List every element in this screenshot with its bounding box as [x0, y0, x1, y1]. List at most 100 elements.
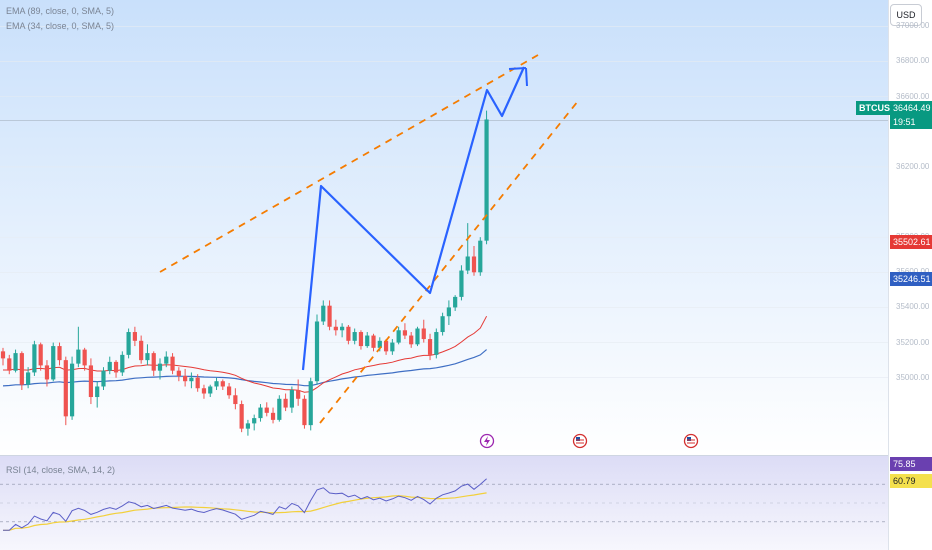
candle-body — [358, 332, 364, 347]
candle-body — [139, 340, 144, 361]
candle-body — [434, 332, 439, 355]
candle-body — [126, 332, 131, 355]
candle-body — [365, 335, 370, 347]
candle-body — [302, 398, 307, 426]
grid-lines — [0, 26, 888, 379]
candle-body — [7, 358, 12, 371]
candle-body — [26, 372, 31, 385]
candle-body — [132, 332, 137, 341]
candle-body — [446, 307, 451, 317]
candle-body — [258, 407, 263, 419]
event-markers[interactable] — [479, 433, 699, 449]
candle-body — [239, 404, 244, 429]
candle-body — [352, 332, 357, 341]
candle-body — [176, 370, 181, 376]
rsi-ma-tag: 60.79 — [890, 474, 932, 488]
us-flag-event-icon[interactable] — [572, 433, 588, 449]
price-axis-tick: 36600.00 — [896, 91, 930, 101]
drawings — [159, 54, 579, 424]
price-pane-background — [0, 0, 888, 455]
candle-body — [283, 398, 288, 408]
price-axis-tick: 35000.00 — [896, 372, 930, 382]
candle-body — [220, 381, 225, 387]
candle-body — [63, 360, 68, 417]
ema-slow-tag: 35246.51 — [890, 272, 932, 286]
candle-body — [151, 353, 156, 371]
candles — [0, 110, 489, 436]
candle-body — [459, 270, 464, 297]
candle-body — [183, 375, 188, 382]
candle-body — [38, 344, 43, 366]
candle-body — [371, 335, 376, 348]
price-axis-tick: 36800.00 — [896, 56, 930, 66]
candle-body — [226, 386, 232, 396]
candle-body — [57, 346, 62, 361]
candle-body — [51, 346, 56, 380]
candle-body — [82, 349, 87, 366]
candle-body — [314, 321, 320, 382]
last-price-tag: 36464.49 — [890, 101, 932, 115]
ema-fast-line — [3, 315, 488, 393]
candle-body — [113, 361, 119, 373]
candle-body — [383, 340, 389, 352]
candle-body — [402, 330, 408, 336]
candle-body — [76, 349, 81, 364]
arrow-head-left — [508, 67, 527, 70]
symbol-tag: BTCUSD — [856, 101, 900, 115]
countdown-tag: 19:51 — [890, 115, 932, 129]
candle-body — [333, 326, 338, 331]
candle-body — [277, 398, 282, 420]
candle-body — [95, 386, 100, 398]
rsi-ma-line — [3, 492, 487, 531]
candle-body — [101, 370, 106, 387]
price-axis-tick: 37000.00 — [896, 21, 930, 31]
candle-body — [88, 365, 94, 398]
candle-body — [478, 240, 483, 273]
candle-body — [415, 328, 420, 345]
candle-body — [327, 305, 332, 327]
ema34-legend[interactable]: EMA (34, close, 0, SMA, 5) — [6, 21, 115, 31]
candle-body — [189, 377, 194, 382]
candle-body — [296, 390, 301, 399]
candle-body — [164, 356, 169, 364]
flag-canton — [576, 437, 580, 441]
dividend-event-icon[interactable] — [479, 433, 495, 449]
candle-body — [289, 390, 294, 408]
candle-body — [0, 351, 6, 359]
zigzag-projection — [301, 66, 526, 371]
us-flag-event-icon[interactable] — [683, 433, 699, 449]
candle-body — [421, 328, 426, 340]
candle-body — [390, 342, 395, 352]
candle-body — [214, 381, 219, 387]
candle-body — [19, 353, 24, 385]
currency-button[interactable]: USD — [890, 4, 922, 26]
candle-body — [69, 363, 75, 417]
ema89-legend[interactable]: EMA (89, close, 0, SMA, 5) — [6, 6, 115, 16]
candle-body — [44, 365, 50, 380]
candle-body — [409, 335, 414, 345]
candle-body — [233, 395, 238, 405]
ema-fast-tag: 35502.61 — [890, 235, 932, 249]
candle-body — [471, 256, 477, 273]
candle-body — [396, 330, 401, 343]
arrow-head-right — [525, 67, 528, 87]
candle-body — [13, 353, 18, 371]
candle-body — [208, 386, 213, 394]
rsi-line — [3, 478, 487, 531]
candle-body — [32, 344, 37, 373]
candle-body — [440, 316, 445, 333]
rsi-lines — [0, 478, 888, 531]
candle-body — [245, 423, 251, 429]
candle-body — [453, 296, 458, 308]
candle-body — [308, 381, 313, 426]
rsi-value-tag: 75.85 — [890, 457, 932, 471]
candle-body — [484, 119, 489, 241]
candle-body — [157, 363, 163, 371]
candle-body — [465, 256, 470, 271]
rsi-legend[interactable]: RSI (14, close, SMA, 14, 2) — [6, 465, 116, 475]
price-axis-tick: 35600.00 — [896, 267, 929, 276]
candle-body — [270, 412, 276, 420]
candle-body — [120, 354, 125, 373]
